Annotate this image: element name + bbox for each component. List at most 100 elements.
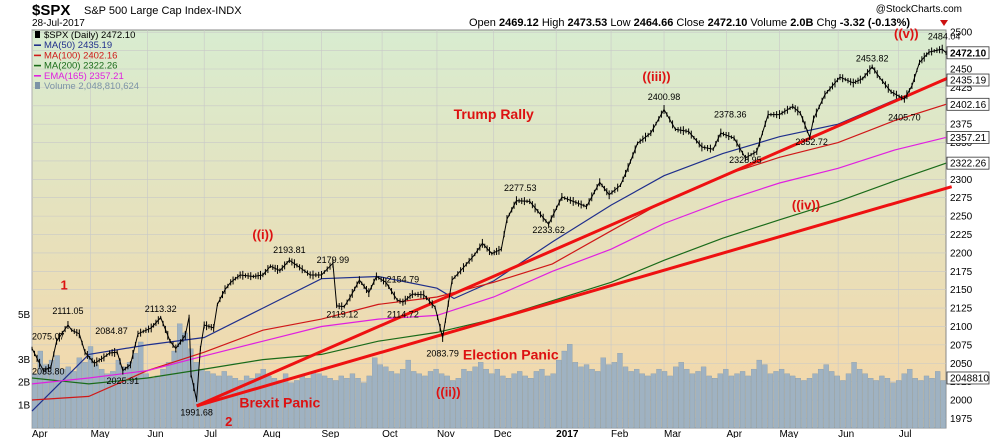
volume-bar — [383, 366, 389, 429]
volume-bar — [890, 382, 896, 429]
volume-bar — [422, 375, 428, 429]
x-tick-label: Jun — [838, 429, 854, 438]
volume-bar — [923, 375, 930, 429]
axis-price-box-label: 2402.16 — [950, 100, 987, 111]
volume-bar — [522, 375, 528, 429]
volume-bar — [372, 357, 378, 429]
volume-bar — [138, 341, 144, 429]
volume-bar — [43, 364, 49, 429]
date-axis: Apr May Jun Jul Aug Sep Oct Nov Dec 2017 Feb Mar Apr… — [32, 429, 911, 438]
volume-bar — [784, 373, 790, 429]
x-tick-label: Nov — [437, 429, 455, 438]
volume-bar — [628, 371, 634, 429]
volume-bar — [466, 371, 473, 429]
legend-entry: MA(50) 2435.19 — [44, 40, 112, 51]
volume-bar — [695, 371, 701, 429]
price-label: 2113.32 — [145, 304, 177, 314]
volume-bar — [394, 373, 400, 429]
down-arrow-icon — [940, 20, 948, 26]
volume-bar — [751, 368, 757, 429]
volume-bar — [572, 362, 579, 429]
volume-bar — [606, 364, 612, 429]
volume-bar — [561, 350, 567, 429]
volume-bar — [505, 378, 512, 429]
price-label: 2328.95 — [729, 155, 762, 165]
volume-bar — [862, 373, 868, 429]
volume-bar — [32, 373, 38, 429]
volume-bar — [918, 380, 924, 429]
volume-bar — [149, 378, 155, 429]
volume-bar — [433, 368, 439, 429]
volume-bar — [193, 362, 200, 429]
x-tick-label: Jun — [147, 429, 163, 438]
price-series — [31, 44, 947, 402]
volume-bar — [472, 366, 478, 429]
price-axis: 1975200020252050207521002125215021752200… — [950, 28, 973, 425]
volume-bar — [294, 380, 300, 429]
volume-bar — [399, 368, 406, 429]
volume-bar — [661, 371, 668, 429]
y-tick-label: 2100 — [950, 322, 973, 333]
trend-line — [196, 185, 953, 408]
volume-bar — [762, 364, 768, 429]
volume-bar — [556, 359, 562, 429]
y-tick-label: 2000 — [950, 396, 973, 407]
volume-bar — [539, 368, 545, 429]
volume-bar — [360, 382, 367, 429]
x-tick-label: Sep — [322, 429, 340, 438]
volume-tick-label: 3B — [18, 355, 31, 366]
volume-bar — [600, 357, 606, 429]
axis-price-box — [946, 97, 990, 111]
ma-line — [31, 136, 947, 385]
price-label: 2400.98 — [648, 92, 681, 102]
ma-line — [31, 103, 947, 401]
volume-bar — [355, 378, 361, 429]
volume-bar — [884, 378, 891, 429]
legend-entry: EMA(165) 2357.21 — [44, 71, 124, 82]
volume-bar — [438, 373, 445, 429]
volume-bar — [333, 380, 339, 429]
price-label: 2083.79 — [426, 349, 459, 359]
annotation-label: 2 — [225, 414, 232, 429]
volume-bar — [689, 373, 696, 429]
legend-entry: MA(200) 2322.26 — [44, 61, 117, 72]
price-label: 2119.12 — [326, 310, 358, 320]
volume-bar — [483, 368, 489, 429]
axis-price-box — [946, 156, 990, 170]
y-tick-label: 2375 — [950, 120, 973, 131]
volume-bar — [271, 378, 278, 429]
volume-bar — [879, 375, 885, 429]
volume-bar — [54, 355, 60, 429]
volume-bar — [595, 371, 601, 429]
volume-bar — [104, 373, 110, 429]
volume-bar — [93, 364, 99, 429]
volume-bar — [232, 378, 239, 429]
volume-bar — [940, 380, 946, 429]
chart-date: 28-Jul-2017 — [32, 18, 85, 29]
annotation-label: ((iv)) — [792, 198, 820, 213]
volume-bar — [500, 375, 506, 429]
volume-bar — [829, 371, 835, 429]
volume-bar — [840, 380, 846, 429]
volume-axis: 1B 2B 3B 5B — [18, 310, 31, 412]
volume-bar — [851, 362, 857, 429]
annotation-label: ((iii)) — [642, 69, 670, 84]
volume-bar — [377, 364, 383, 429]
volume-bar — [37, 350, 43, 429]
volume-bar — [199, 368, 205, 429]
volume-bar — [87, 346, 94, 429]
price-labels: 2075.07 2033.80 2111.05 2084.87 2025.91 2113.… — [32, 32, 960, 418]
volume-bar — [132, 353, 138, 429]
volume-bar — [801, 380, 807, 429]
volume-bar — [706, 375, 712, 429]
volume-tick-label: 5B — [18, 310, 31, 321]
price-line — [31, 48, 947, 401]
x-tick-label: Dec — [494, 429, 512, 438]
volume-bar — [255, 373, 261, 429]
axis-price-box — [946, 46, 990, 60]
volume-bar — [583, 364, 590, 429]
volume-bar — [82, 362, 88, 429]
volume-bar — [260, 368, 266, 429]
